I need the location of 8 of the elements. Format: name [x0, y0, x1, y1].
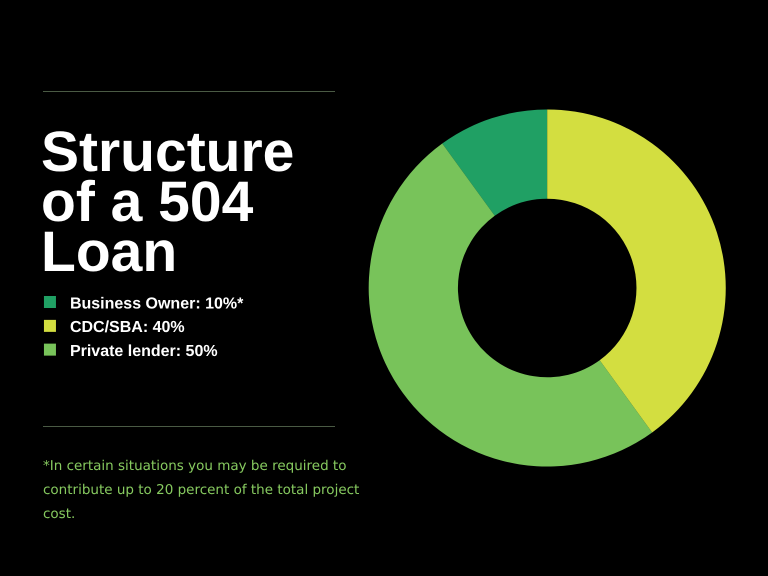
- legend-label: CDC/SBA: 40%: [70, 319, 185, 336]
- legend-label: Private lender: 50%: [70, 342, 218, 360]
- text: *In certain situations you may be required to contribute up to 20 percent of the total project cost.: [43, 457, 360, 524]
- donut-slice: [547, 109, 726, 432]
- text: Structure of a 504 Loan: [41, 120, 296, 284]
- donut-slice: [368, 144, 652, 467]
- legend-label: Business Owner: 10%*: [70, 295, 244, 312]
- donut-slice: [442, 109, 548, 216]
